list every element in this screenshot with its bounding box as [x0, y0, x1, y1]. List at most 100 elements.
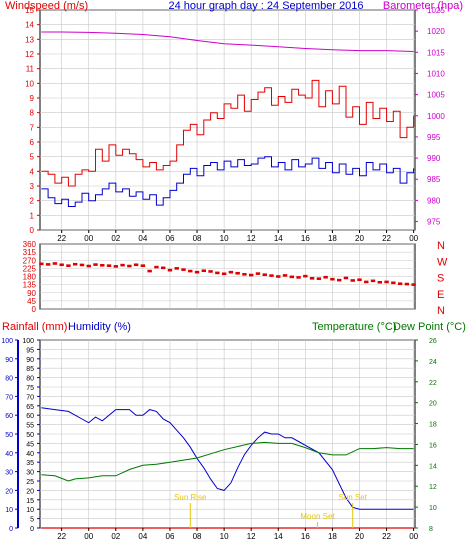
temperature-tick-label: 16	[429, 442, 437, 449]
rainfall-tick-label: 30	[5, 470, 13, 477]
direction-point	[201, 269, 207, 273]
direction-point	[323, 275, 328, 279]
direction-point	[309, 277, 315, 280]
temperature-axis: 8 10 12 14 16 18 20 22 24 26	[415, 338, 437, 533]
direction-point	[174, 267, 179, 270]
direction-point	[52, 262, 58, 265]
direction-tick-label: 0	[32, 305, 37, 314]
wind-x-tick-label: 12	[247, 234, 256, 243]
wind-x-tick-label: 02	[111, 234, 120, 243]
direction-point	[140, 264, 146, 267]
rainfall-tick-label: 40	[5, 451, 13, 458]
wind-x-tick-label: 22	[57, 234, 66, 243]
direction-tick-label: 270	[23, 256, 37, 265]
direction-point	[391, 281, 396, 285]
direction-point	[154, 265, 159, 269]
rainfall-tick-label: 10	[5, 507, 13, 514]
compass-label: E	[437, 289, 444, 301]
direction-point	[276, 275, 281, 278]
direction-point	[316, 277, 322, 280]
humidity-tick-label: 100	[22, 338, 34, 345]
direction-point	[336, 278, 342, 282]
humidity-tick-label: 40	[26, 451, 34, 458]
barometer-tick-label: 975	[427, 218, 441, 227]
rainfall-tick-label: 20	[5, 488, 13, 495]
direction-point	[370, 279, 376, 283]
humidity-tick-label: 80	[26, 376, 34, 383]
direction-tick-label: 360	[23, 240, 37, 249]
barometer-tick-label: 1025	[427, 6, 445, 15]
wind-x-tick-label: 00	[409, 234, 418, 243]
direction-point	[100, 264, 105, 267]
direction-tick-label: 45	[27, 297, 36, 306]
windspeed-tick-label: 3	[30, 182, 35, 191]
temp-x-tick-label: 00	[84, 532, 93, 541]
direction-series	[39, 262, 416, 286]
windspeed-tick-label: 13	[25, 35, 34, 44]
wind-gust-line	[41, 79, 415, 187]
windspeed-tick-label: 1	[30, 211, 35, 220]
windspeed-tick-label: 11	[26, 65, 35, 74]
direction-point	[181, 268, 186, 271]
humidity-tick-label: 15	[26, 498, 34, 505]
humidity-tick-label: 20	[26, 488, 34, 495]
wind-x-tick-label: 04	[138, 234, 147, 243]
temperature-tick-label: 22	[429, 380, 437, 387]
humidity-tick-label: 45	[26, 441, 34, 448]
direction-point	[296, 276, 301, 279]
direction-tick-label: 135	[23, 281, 37, 290]
rainfall-label: Rainfall (mm)	[2, 321, 67, 333]
humidity-tick-label: 55	[26, 423, 34, 430]
compass-label: S	[437, 273, 444, 285]
windspeed-tick-label: 15	[25, 6, 34, 15]
windspeed-tick-label: 9	[30, 94, 35, 103]
humidity-label: Humidity (%)	[68, 321, 131, 333]
direction-point	[39, 262, 44, 266]
barometer-tick-label: 990	[427, 154, 441, 163]
humidity-tick-label: 10	[26, 507, 34, 514]
direction-point	[377, 280, 383, 284]
temperature-line	[41, 441, 414, 482]
direction-point	[208, 270, 213, 273]
barometer-tick-label: 1015	[427, 48, 445, 57]
wind-x-tick-label: 06	[166, 234, 175, 243]
humidity-axis: 0 5 10 15 20 25 30 35 40 45 50 55 60 65 70 75 80 85 90 95 10…	[22, 338, 40, 533]
humidity-tick-label: 25	[26, 479, 34, 486]
humidity-tick-label: 90	[26, 357, 34, 364]
direction-point	[86, 264, 91, 268]
direction-point	[221, 272, 227, 276]
direction-tick-label: 225	[23, 264, 37, 273]
direction-point	[127, 264, 132, 268]
windspeed-label: Windspeed (m/s)	[5, 0, 88, 12]
direction-point	[194, 270, 200, 274]
wind-average-line	[41, 156, 415, 207]
direction-point	[242, 273, 247, 276]
temp-x-tick-label: 14	[274, 532, 283, 541]
compass-label: N	[437, 240, 445, 252]
humidity-tick-label: 35	[26, 460, 34, 467]
humidity-line	[41, 407, 414, 510]
barometer-tick-label: 995	[427, 133, 441, 142]
wind-x-tick-label: 14	[274, 234, 283, 243]
temp-x-tick-label: 22	[57, 532, 66, 541]
direction-point	[113, 265, 119, 268]
barometer-axis: 975 980 985 990 995 1000 1005 1010 1015 1020 1025	[415, 6, 445, 227]
temperature-tick-label: 20	[429, 401, 437, 408]
barometer-tick-label: 1010	[427, 69, 445, 78]
direction-point	[147, 269, 152, 273]
direction-tick-label: 90	[27, 289, 36, 298]
direction-point	[330, 277, 335, 281]
barometer-tick-label: 1005	[427, 91, 445, 100]
temp-x-tick-label: 04	[138, 532, 147, 541]
direction-point	[228, 270, 234, 274]
temperature-tick-label: 8	[429, 526, 433, 533]
barometer-tick-label: 980	[427, 196, 441, 205]
windspeed-tick-label: 5	[30, 153, 35, 162]
temp-x-tick-label: 22	[382, 532, 391, 541]
wind-x-tick-label: 08	[193, 234, 202, 243]
direction-point	[106, 264, 112, 267]
windspeed-tick-label: 2	[30, 197, 35, 206]
